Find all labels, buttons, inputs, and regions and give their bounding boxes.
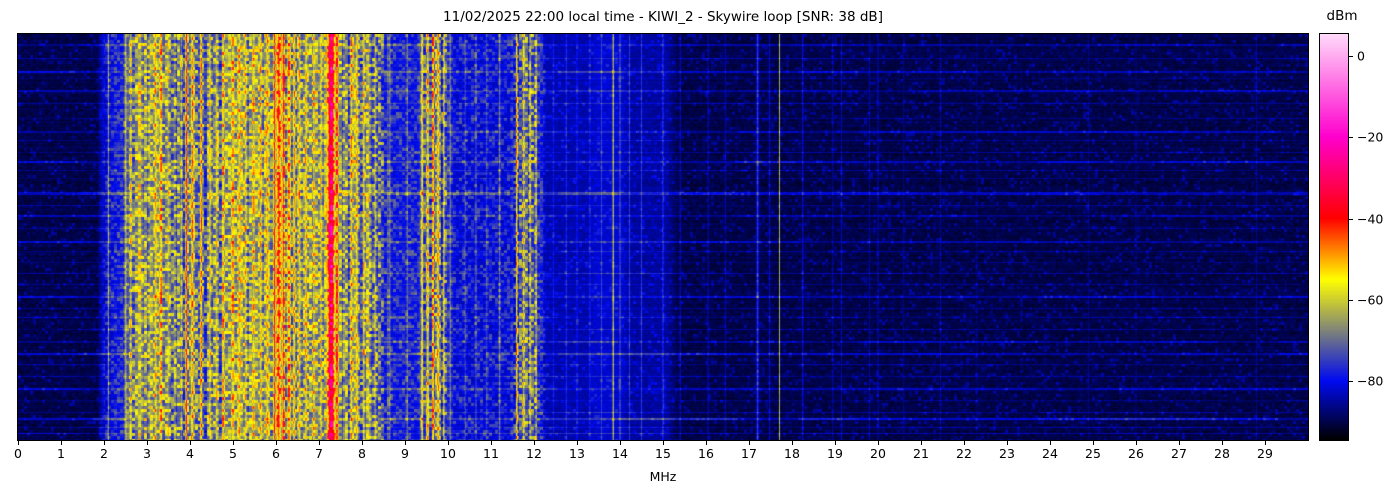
colorbar-tick-label: −60 xyxy=(1357,292,1384,308)
colorbar-tick-mark xyxy=(1349,55,1353,57)
x-tick-mark xyxy=(748,441,750,445)
x-tick-mark xyxy=(834,441,836,445)
colorbar-unit-label: dBm xyxy=(1326,8,1358,24)
colorbar-canvas xyxy=(1320,34,1348,440)
x-tick-mark xyxy=(963,441,965,445)
x-tick-mark xyxy=(705,441,707,445)
x-tick-mark xyxy=(920,441,922,445)
x-tick-label: 23 xyxy=(999,446,1015,461)
x-tick-mark xyxy=(404,441,406,445)
x-tick-label: 8 xyxy=(358,446,366,461)
x-tick-label: 0 xyxy=(14,446,22,461)
x-tick-mark xyxy=(1049,441,1051,445)
x-tick-label: 27 xyxy=(1171,446,1187,461)
colorbar-tick-label: −20 xyxy=(1357,129,1384,145)
colorbar-tick-mark xyxy=(1349,300,1353,302)
x-tick-mark xyxy=(1178,441,1180,445)
x-tick-label: 9 xyxy=(401,446,409,461)
x-tick-label: 7 xyxy=(315,446,323,461)
x-tick-mark xyxy=(361,441,363,445)
x-tick-label: 15 xyxy=(655,446,671,461)
x-tick-mark xyxy=(576,441,578,445)
x-tick-label: 14 xyxy=(612,446,628,461)
x-tick-mark xyxy=(1264,441,1266,445)
x-tick-label: 18 xyxy=(784,446,800,461)
colorbar-tick-label: 0 xyxy=(1357,48,1365,64)
x-tick-mark xyxy=(318,441,320,445)
chart-title: 11/02/2025 22:00 local time - KIWI_2 - S… xyxy=(443,9,883,25)
colorbar-tick-mark xyxy=(1349,381,1353,383)
x-tick-label: 3 xyxy=(143,446,151,461)
colorbar-tick-label: −80 xyxy=(1357,373,1384,389)
colorbar-tick-mark xyxy=(1349,218,1353,220)
colorbar xyxy=(1319,33,1349,441)
x-tick-label: 1 xyxy=(57,446,65,461)
x-tick-label: 10 xyxy=(440,446,456,461)
colorbar-tick-mark xyxy=(1349,137,1353,139)
x-tick-mark xyxy=(1221,441,1223,445)
x-tick-mark xyxy=(189,441,191,445)
x-tick-label: 12 xyxy=(526,446,542,461)
x-tick-label: 21 xyxy=(913,446,929,461)
x-axis-label: MHz xyxy=(649,469,677,484)
x-tick-mark xyxy=(232,441,234,445)
x-tick-label: 17 xyxy=(741,446,757,461)
x-tick-mark xyxy=(877,441,879,445)
x-tick-label: 5 xyxy=(229,446,237,461)
x-tick-label: 22 xyxy=(956,446,972,461)
x-tick-mark xyxy=(17,441,19,445)
x-tick-label: 16 xyxy=(698,446,714,461)
x-tick-label: 11 xyxy=(483,446,499,461)
x-tick-mark xyxy=(662,441,664,445)
x-tick-mark xyxy=(791,441,793,445)
x-tick-label: 4 xyxy=(186,446,194,461)
x-tick-mark xyxy=(1092,441,1094,445)
x-tick-mark xyxy=(1135,441,1137,445)
x-tick-label: 24 xyxy=(1042,446,1058,461)
x-tick-label: 2 xyxy=(100,446,108,461)
x-tick-label: 6 xyxy=(272,446,280,461)
x-tick-mark xyxy=(490,441,492,445)
x-tick-label: 25 xyxy=(1085,446,1101,461)
x-tick-mark xyxy=(533,441,535,445)
x-tick-label: 28 xyxy=(1214,446,1230,461)
x-tick-mark xyxy=(1006,441,1008,445)
x-tick-label: 29 xyxy=(1257,446,1273,461)
x-tick-mark xyxy=(619,441,621,445)
x-tick-mark xyxy=(60,441,62,445)
x-tick-mark xyxy=(275,441,277,445)
x-tick-label: 13 xyxy=(569,446,585,461)
x-tick-label: 20 xyxy=(870,446,886,461)
colorbar-tick-label: −40 xyxy=(1357,211,1384,227)
waterfall-canvas xyxy=(18,34,1308,440)
waterfall-plot-area xyxy=(17,33,1309,441)
x-tick-label: 19 xyxy=(827,446,843,461)
x-tick-mark xyxy=(103,441,105,445)
x-tick-mark xyxy=(447,441,449,445)
x-tick-label: 26 xyxy=(1128,446,1144,461)
x-tick-mark xyxy=(146,441,148,445)
